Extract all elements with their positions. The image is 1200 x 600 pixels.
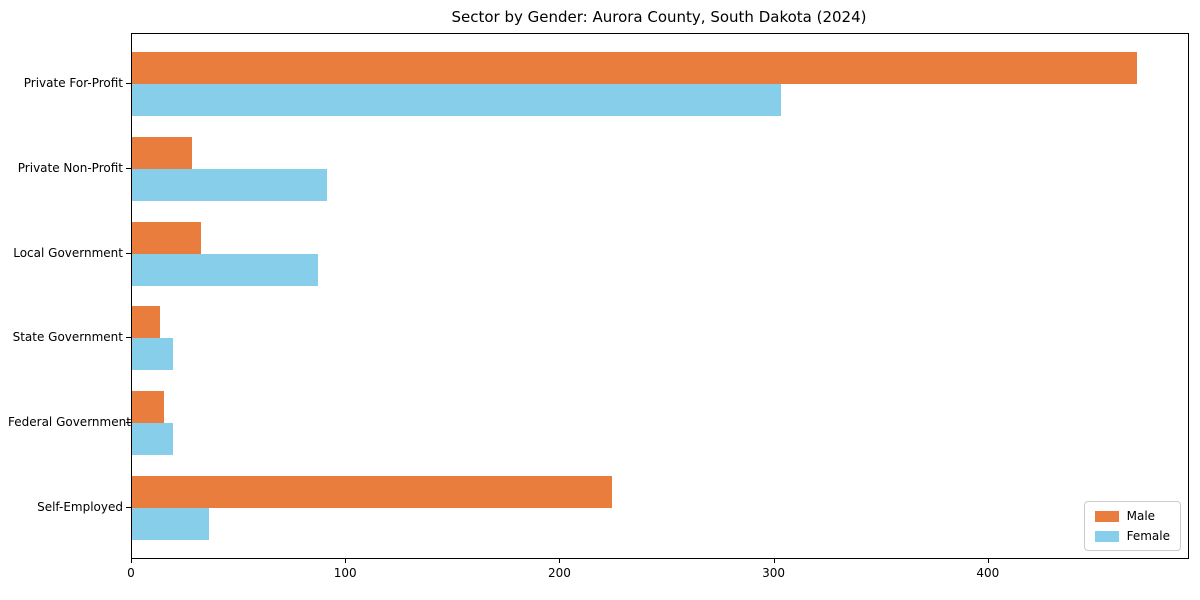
legend-swatch-male (1094, 510, 1119, 522)
x-tick-mark (773, 558, 775, 563)
y-label-self-employed: Self-Employed (37, 499, 123, 514)
x-tick-label-300: 300 (762, 566, 786, 580)
bar-female-local-government (132, 253, 319, 286)
x-tick-mark (987, 558, 989, 563)
y-axis-labels: Private For-Profit Private Non-Profit Loca… (0, 33, 131, 557)
y-tick-mark (126, 506, 131, 508)
plot-area: Male Female (131, 33, 1189, 559)
y-label-private-for-profit: Private For-Profit (23, 76, 123, 91)
y-label-federal-government: Federal Government (8, 415, 131, 430)
y-tick-mark (126, 83, 131, 85)
y-tick-mark (126, 252, 131, 254)
legend-entry-female: Female (1094, 529, 1170, 543)
x-tick-label-400: 400 (976, 566, 1000, 580)
legend-swatch-female (1094, 530, 1119, 542)
bar-female-self-employed (132, 507, 210, 540)
bar-male-federal-government (132, 391, 165, 424)
bar-male-self-employed (132, 475, 612, 508)
y-label-private-non-profit: Private Non-Profit (17, 160, 123, 175)
y-label-local-government: Local Government (13, 245, 123, 260)
bar-male-private-non-profit (132, 136, 192, 169)
bar-male-local-government (132, 221, 201, 254)
x-tick-label-200: 200 (547, 566, 571, 580)
x-tick-mark (131, 558, 132, 563)
bar-female-private-for-profit (132, 84, 782, 117)
bar-female-state-government (132, 338, 173, 371)
bar-female-private-non-profit (132, 168, 327, 201)
x-tick-label-100: 100 (333, 566, 357, 580)
x-tick-mark (345, 558, 347, 563)
y-tick-mark (126, 167, 131, 169)
legend-entry-male: Male (1094, 509, 1170, 523)
legend: Male Female (1083, 501, 1181, 551)
chart-title: Sector by Gender: Aurora County, South D… (451, 8, 867, 26)
x-tick-label-0: 0 (127, 566, 135, 580)
y-label-state-government: State Government (12, 330, 123, 345)
bar-male-private-for-profit (132, 52, 1137, 85)
y-tick-mark (126, 422, 131, 424)
legend-label-female: Female (1126, 529, 1170, 543)
legend-label-male: Male (1126, 509, 1156, 523)
y-tick-mark (126, 337, 131, 339)
x-tick-mark (559, 558, 561, 563)
bar-female-federal-government (132, 423, 173, 456)
bar-male-state-government (132, 306, 160, 339)
